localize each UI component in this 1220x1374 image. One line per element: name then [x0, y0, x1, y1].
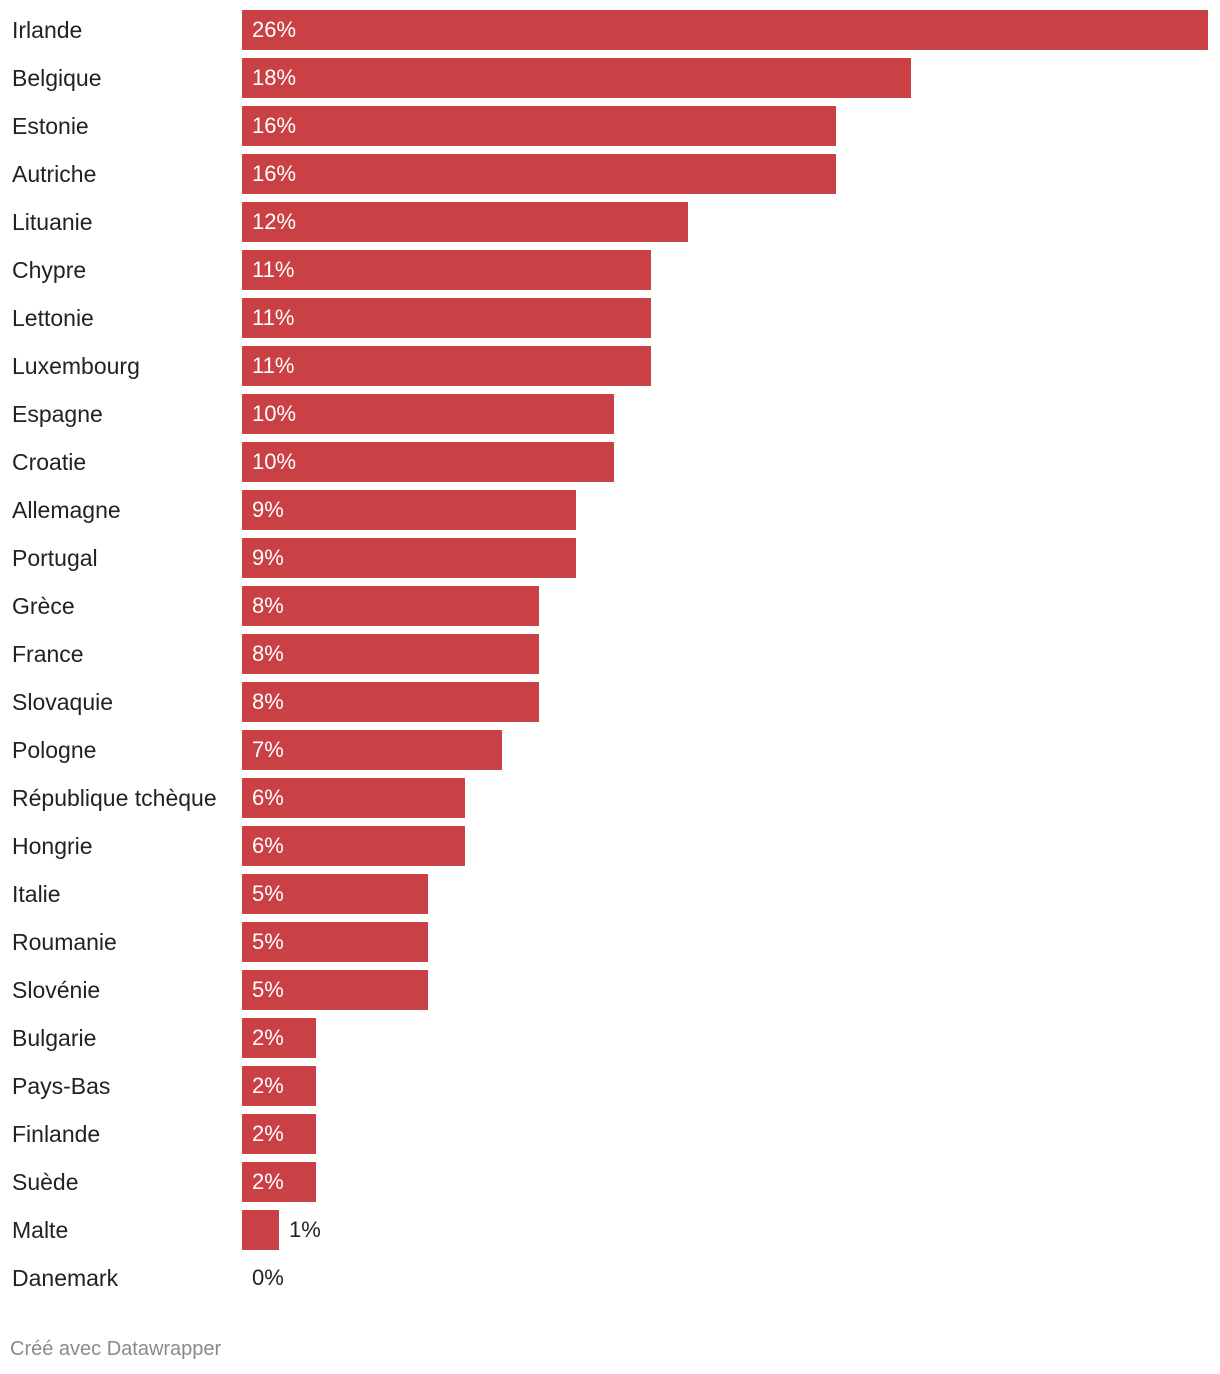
category-label: Suède	[12, 1169, 79, 1195]
value-label: 12%	[252, 209, 297, 234]
category-label: République tchèque	[12, 785, 217, 811]
category-label: Croatie	[12, 449, 87, 475]
category-label: Irlande	[12, 17, 83, 43]
category-label: Pays-Bas	[12, 1073, 111, 1099]
value-label: 26%	[252, 17, 297, 42]
bar	[242, 1018, 316, 1058]
bar	[242, 538, 576, 578]
category-label: Hongrie	[12, 833, 93, 859]
category-label: Italie	[12, 881, 61, 907]
bar-chart: Irlande 26% Belgique 18% Estonie 16% Autriche 1…	[12, 10, 1208, 1291]
bar	[242, 58, 911, 98]
value-label: 9%	[252, 497, 284, 522]
category-label: Portugal	[12, 545, 98, 571]
bar	[242, 394, 614, 434]
bar	[242, 250, 651, 290]
category-label: Bulgarie	[12, 1025, 97, 1051]
bar	[242, 634, 539, 674]
value-label: 8%	[252, 593, 284, 618]
category-label: France	[12, 641, 84, 667]
bar	[242, 298, 651, 338]
category-label: Luxembourg	[12, 353, 140, 379]
value-label: 11%	[252, 257, 295, 282]
value-label: 10%	[252, 449, 297, 474]
category-label: Slovénie	[12, 977, 101, 1003]
category-label: Belgique	[12, 65, 102, 91]
category-label: Finlande	[12, 1121, 101, 1147]
bar	[242, 778, 465, 818]
value-label: 11%	[252, 353, 295, 378]
bar	[242, 154, 836, 194]
bar	[242, 490, 576, 530]
value-label: 5%	[252, 977, 284, 1002]
bar	[242, 202, 688, 242]
value-label: 2%	[252, 1073, 284, 1098]
value-label: 0%	[252, 1265, 284, 1290]
bar	[242, 922, 428, 962]
bar	[242, 1066, 316, 1106]
value-label: 2%	[252, 1025, 284, 1050]
category-label: Espagne	[12, 401, 103, 427]
bar	[242, 826, 465, 866]
value-label: 9%	[252, 545, 284, 570]
value-label: 1%	[289, 1217, 321, 1242]
category-label: Allemagne	[12, 497, 121, 523]
bar	[242, 1210, 279, 1250]
category-label: Pologne	[12, 737, 97, 763]
category-label: Grèce	[12, 593, 75, 619]
value-label: 8%	[252, 689, 284, 714]
bar	[242, 106, 836, 146]
value-label: 5%	[252, 881, 284, 906]
category-label: Lituanie	[12, 209, 93, 235]
category-label: Danemark	[12, 1265, 119, 1291]
bar	[242, 1162, 316, 1202]
value-label: 5%	[252, 929, 284, 954]
bar	[242, 730, 502, 770]
footer-credit: Créé avec Datawrapper	[10, 1338, 222, 1360]
bar	[242, 874, 428, 914]
value-label: 8%	[252, 641, 284, 666]
bar	[242, 586, 539, 626]
value-label: 18%	[252, 65, 297, 90]
category-label: Malte	[12, 1217, 69, 1243]
value-label: 2%	[252, 1121, 284, 1146]
bar	[242, 682, 539, 722]
bar	[242, 10, 1208, 50]
value-label: 16%	[252, 161, 297, 186]
category-label: Lettonie	[12, 305, 94, 331]
value-label: 6%	[252, 833, 284, 858]
category-label: Chypre	[12, 257, 87, 283]
value-label: 16%	[252, 113, 297, 138]
value-label: 6%	[252, 785, 284, 810]
value-label: 11%	[252, 305, 295, 330]
bar	[242, 346, 651, 386]
bar	[242, 970, 428, 1010]
category-label: Roumanie	[12, 929, 117, 955]
bar	[242, 442, 614, 482]
category-label: Autriche	[12, 161, 97, 187]
bar	[242, 1114, 316, 1154]
category-label: Slovaquie	[12, 689, 114, 715]
value-label: 10%	[252, 401, 297, 426]
value-label: 7%	[252, 737, 284, 762]
category-label: Estonie	[12, 113, 89, 139]
value-label: 2%	[252, 1169, 284, 1194]
